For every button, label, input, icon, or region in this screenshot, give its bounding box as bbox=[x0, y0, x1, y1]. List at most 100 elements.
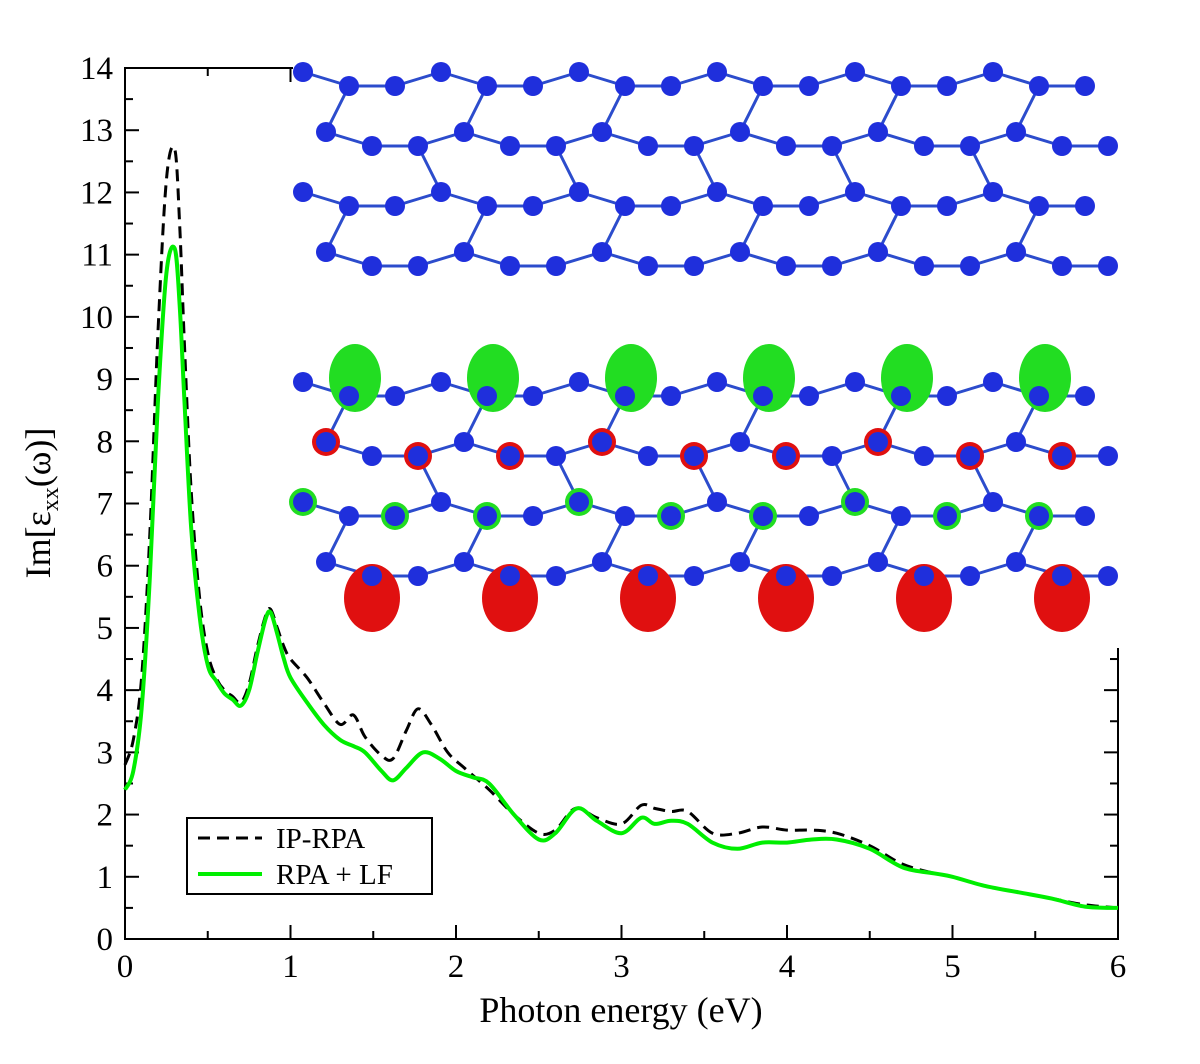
atom bbox=[822, 446, 842, 466]
atom bbox=[684, 136, 704, 156]
atom bbox=[316, 242, 336, 262]
legend-label-rpa-lf: RPA + LF bbox=[276, 859, 393, 891]
y-tick-label: 9 bbox=[97, 362, 114, 398]
y-axis-title-tail: (ω)] bbox=[18, 428, 58, 488]
atom bbox=[776, 446, 796, 466]
atom bbox=[385, 76, 405, 96]
legend-box bbox=[186, 817, 433, 895]
atom bbox=[983, 372, 1003, 392]
atom bbox=[431, 492, 451, 512]
atom bbox=[408, 256, 428, 276]
y-tick-label: 13 bbox=[80, 113, 113, 149]
x-tick-label: 3 bbox=[613, 949, 630, 985]
legend: IP-RPA RPA + LF bbox=[186, 817, 433, 895]
atom bbox=[1006, 552, 1026, 572]
lattice-structure-top bbox=[293, 62, 1118, 276]
atom bbox=[431, 182, 451, 202]
atom bbox=[845, 372, 865, 392]
atom bbox=[1052, 136, 1072, 156]
atom bbox=[500, 136, 520, 156]
y-tick-label: 10 bbox=[80, 300, 113, 336]
atom bbox=[592, 432, 612, 452]
atom bbox=[546, 566, 566, 586]
atom bbox=[316, 432, 336, 452]
x-tick-label: 6 bbox=[1110, 949, 1127, 985]
atom bbox=[868, 432, 888, 452]
atom bbox=[891, 506, 911, 526]
orbital-red bbox=[482, 564, 538, 632]
atomic-structure-inset bbox=[289, 48, 1131, 648]
atom bbox=[362, 136, 382, 156]
atom bbox=[937, 196, 957, 216]
atom bbox=[477, 76, 497, 96]
series-layer bbox=[123, 144, 1119, 910]
atom bbox=[868, 242, 888, 262]
atom bbox=[1006, 432, 1026, 452]
x-tick-label: 0 bbox=[117, 949, 134, 985]
atom bbox=[753, 196, 773, 216]
atom bbox=[1029, 506, 1049, 526]
atom bbox=[431, 62, 451, 82]
y-tick-label: 3 bbox=[97, 735, 114, 771]
atom bbox=[753, 386, 773, 406]
atom bbox=[431, 372, 451, 392]
atom bbox=[730, 242, 750, 262]
atom bbox=[730, 432, 750, 452]
atom bbox=[569, 182, 589, 202]
atom bbox=[454, 242, 474, 262]
atom bbox=[914, 136, 934, 156]
atom bbox=[1075, 386, 1095, 406]
atom bbox=[799, 196, 819, 216]
atom bbox=[799, 506, 819, 526]
atom bbox=[362, 446, 382, 466]
atom bbox=[1006, 242, 1026, 262]
y-tick-label: 0 bbox=[97, 922, 114, 958]
x-axis-title: Photon energy (eV) bbox=[479, 990, 762, 1030]
atom bbox=[822, 256, 842, 276]
atom bbox=[408, 446, 428, 466]
orbital-red bbox=[620, 564, 676, 632]
atom bbox=[1098, 566, 1118, 586]
atom bbox=[914, 566, 934, 586]
y-tick-label: 14 bbox=[80, 51, 113, 87]
atom bbox=[477, 506, 497, 526]
atom bbox=[638, 136, 658, 156]
atom bbox=[707, 62, 727, 82]
atom bbox=[684, 566, 704, 586]
atom bbox=[592, 242, 612, 262]
atom bbox=[1075, 506, 1095, 526]
atom bbox=[362, 566, 382, 586]
atom bbox=[707, 182, 727, 202]
x-tick-label: 2 bbox=[448, 949, 465, 985]
atom bbox=[914, 256, 934, 276]
atom bbox=[730, 552, 750, 572]
atom bbox=[1075, 76, 1095, 96]
atom bbox=[730, 122, 750, 142]
x-tick-label: 5 bbox=[944, 949, 961, 985]
atom bbox=[293, 492, 313, 512]
atom bbox=[1052, 256, 1072, 276]
atom bbox=[615, 386, 635, 406]
y-tick-label: 8 bbox=[97, 424, 114, 460]
atom bbox=[339, 76, 359, 96]
atom bbox=[385, 506, 405, 526]
atom bbox=[477, 386, 497, 406]
atom bbox=[339, 506, 359, 526]
atom bbox=[707, 492, 727, 512]
atom bbox=[983, 492, 1003, 512]
atom bbox=[983, 62, 1003, 82]
atom bbox=[822, 136, 842, 156]
y-tick-label: 6 bbox=[97, 549, 114, 585]
atom bbox=[684, 256, 704, 276]
atom bbox=[661, 386, 681, 406]
atom bbox=[960, 256, 980, 276]
atom bbox=[1098, 136, 1118, 156]
atom bbox=[523, 386, 543, 406]
orbital-red bbox=[896, 564, 952, 632]
atom bbox=[891, 76, 911, 96]
atom bbox=[293, 62, 313, 82]
atom bbox=[1075, 196, 1095, 216]
atom bbox=[822, 566, 842, 586]
